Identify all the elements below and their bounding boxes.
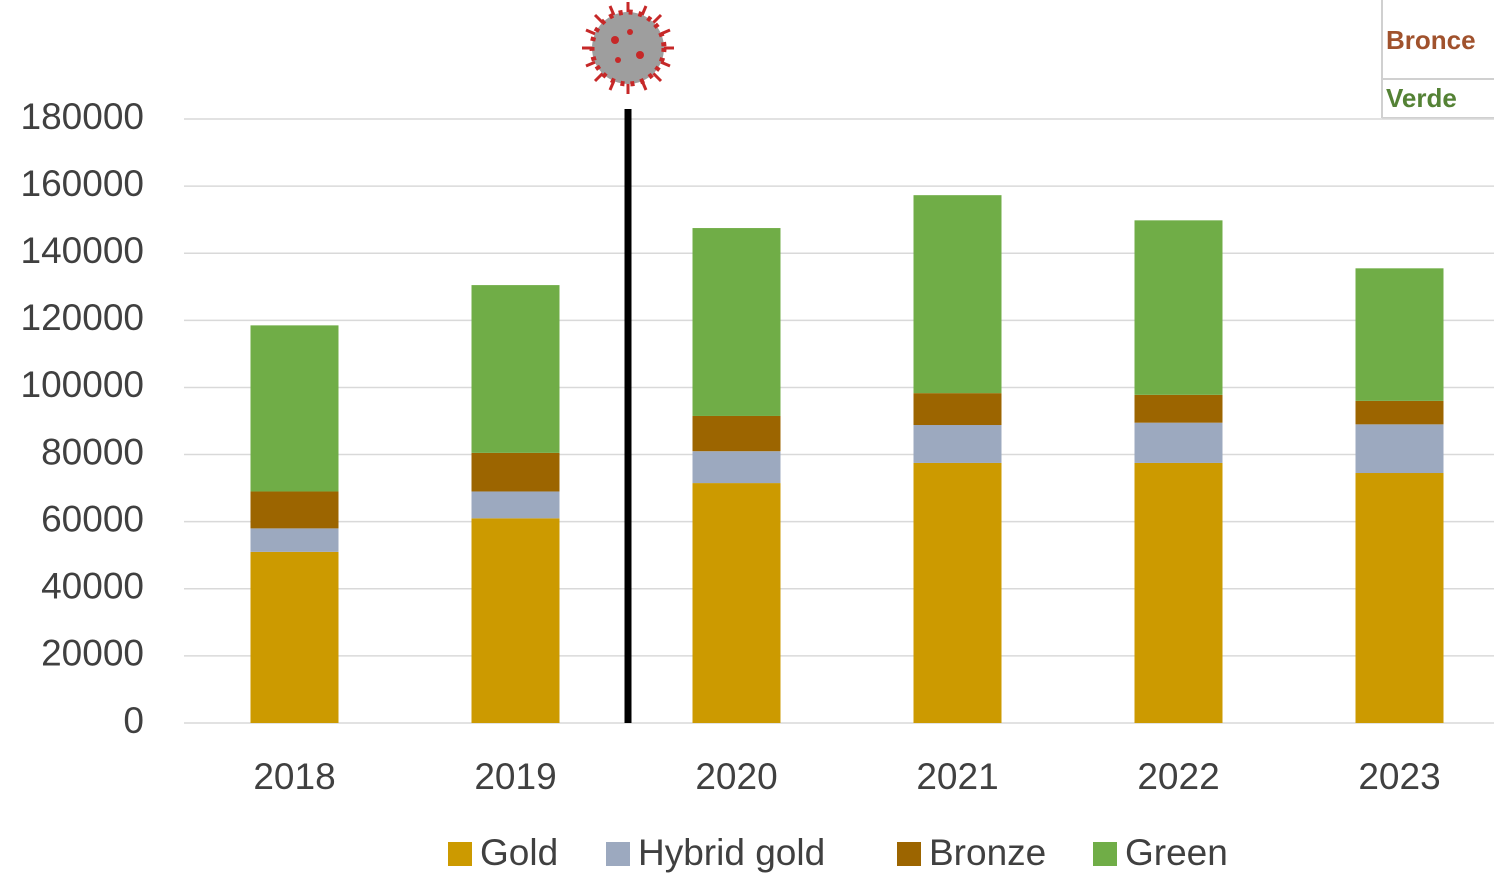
x-tick-label: 2018 [253, 756, 335, 797]
bar-segment [913, 195, 1002, 394]
legend-label: Gold [480, 832, 558, 873]
y-tick-label: 140000 [21, 230, 144, 271]
y-tick-label: 60000 [41, 498, 144, 539]
x-tick-label: 2021 [916, 756, 998, 797]
bar-segment [1134, 394, 1223, 423]
bar-segment [471, 285, 560, 453]
y-tick-label: 80000 [41, 431, 144, 472]
y-tick-label: 180000 [21, 96, 144, 137]
y-tick-label: 40000 [41, 566, 144, 607]
x-tick-label: 2019 [474, 756, 556, 797]
bar-segment [692, 483, 781, 723]
bar-segment [471, 518, 560, 723]
bar-segment [1134, 220, 1223, 395]
legend-swatch [1093, 842, 1117, 866]
bar-segment [1355, 400, 1444, 425]
bar-segment [692, 228, 781, 416]
bar-segment [250, 325, 339, 492]
bar-segment [913, 425, 1002, 463]
bar-segment [1134, 462, 1223, 723]
bar-segment [913, 462, 1002, 723]
bar-segment [1355, 268, 1444, 401]
y-tick-label: 20000 [41, 633, 144, 674]
y-tick-label: 100000 [21, 364, 144, 405]
legend-label: Green [1125, 832, 1228, 873]
x-tick-label: 2020 [695, 756, 777, 797]
bar-segment [692, 451, 781, 484]
y-tick-label: 0 [123, 700, 144, 741]
annotation: Verde [1386, 83, 1457, 113]
annotation: Bronce [1386, 25, 1476, 55]
bar-segment [1134, 422, 1223, 463]
x-tick-label: 2022 [1137, 756, 1219, 797]
bar-segment [471, 452, 560, 492]
legend-swatch [606, 842, 630, 866]
bar-segment [250, 528, 339, 552]
bar-segment [913, 393, 1002, 426]
y-tick-label: 160000 [21, 163, 144, 204]
bar-segment [1355, 473, 1444, 723]
x-tick-label: 2023 [1358, 756, 1440, 797]
bar-segment [250, 491, 339, 529]
legend-label: Hybrid gold [638, 832, 825, 873]
y-tick-label: 120000 [21, 297, 144, 338]
bar-segment [471, 491, 560, 519]
legend-swatch [897, 842, 921, 866]
bar-segment [250, 551, 339, 723]
bar-segment [1355, 424, 1444, 474]
bar-segment [692, 415, 781, 452]
legend-label: Bronze [929, 832, 1046, 873]
legend-swatch [448, 842, 472, 866]
virus-icon [582, 2, 674, 94]
